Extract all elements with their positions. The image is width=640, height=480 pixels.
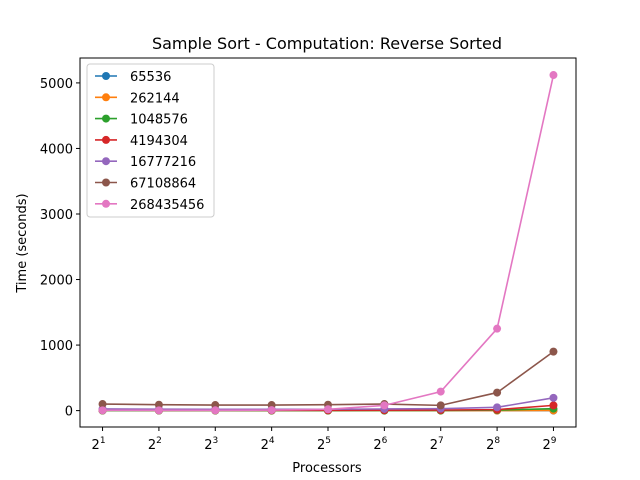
legend-entry: 67108864 xyxy=(95,177,196,192)
data-point xyxy=(267,406,276,415)
data-point xyxy=(436,401,445,410)
series-layer xyxy=(98,71,558,415)
legend-label: 16777216 xyxy=(130,155,196,170)
legend-marker xyxy=(102,135,110,144)
legend-marker xyxy=(102,157,110,166)
x-tick-exponent: 5 xyxy=(325,436,331,446)
data-point xyxy=(549,393,558,402)
y-tick-label: 1000 xyxy=(40,339,73,354)
y-tick-label: 4000 xyxy=(40,142,73,157)
legend-entry: 1048576 xyxy=(95,113,188,128)
data-point xyxy=(380,401,389,410)
x-tick-label: 21 xyxy=(92,436,106,453)
x-tick-label: 25 xyxy=(317,436,331,453)
series-67108864 xyxy=(98,347,558,410)
legend-box xyxy=(86,63,215,218)
x-tick-label: 24 xyxy=(261,436,275,453)
chart-title: Sample Sort - Computation: Reverse Sorte… xyxy=(152,34,502,53)
x-tick-exponent: 4 xyxy=(269,436,275,446)
y-tick-label: 3000 xyxy=(40,208,73,223)
x-tick-exponent: 8 xyxy=(494,436,500,446)
data-point xyxy=(154,406,163,415)
data-point xyxy=(436,387,445,396)
data-point xyxy=(324,405,332,414)
legend-label: 4194304 xyxy=(130,134,188,149)
legend-marker xyxy=(102,93,110,102)
data-point xyxy=(493,388,502,397)
y-tick-label: 0 xyxy=(65,405,73,420)
x-tick-exponent: 3 xyxy=(213,436,219,446)
y-tick-label: 5000 xyxy=(40,77,73,92)
legend-label: 1048576 xyxy=(130,113,188,128)
x-tick-label: 26 xyxy=(373,436,387,453)
x-axis-ticks: 21 22 23 24 25 26 27 28 29 xyxy=(92,427,557,453)
legend: 65536 262144 1048576 4194304 16777216 6710886… xyxy=(86,63,215,218)
data-point xyxy=(98,400,107,409)
x-tick-exponent: 7 xyxy=(438,436,444,446)
x-axis-label: Processors xyxy=(292,461,362,476)
x-tick-exponent: 6 xyxy=(382,436,388,446)
legend-label: 67108864 xyxy=(130,177,196,192)
x-tick-exponent: 1 xyxy=(100,436,106,446)
legend-entry: 262144 xyxy=(95,91,180,106)
legend-marker xyxy=(102,114,110,123)
y-tick-label: 2000 xyxy=(40,274,73,289)
y-axis-ticks: 0 1000 2000 3000 4000 5000 xyxy=(40,77,80,420)
data-point xyxy=(493,403,502,412)
x-tick-label: 27 xyxy=(430,436,444,453)
data-point xyxy=(493,324,502,333)
legend-marker xyxy=(102,72,110,80)
legend-marker xyxy=(102,178,110,187)
x-tick-exponent: 2 xyxy=(156,436,162,446)
data-point xyxy=(154,400,163,409)
legend-label: 262144 xyxy=(130,91,180,106)
y-axis-label: Time (seconds) xyxy=(15,193,30,293)
x-tick-label: 28 xyxy=(486,436,500,453)
legend-label: 65536 xyxy=(130,70,171,85)
data-point xyxy=(549,401,558,410)
data-point xyxy=(549,71,558,80)
legend-entry: 268435456 xyxy=(95,198,204,213)
legend-entry: 16777216 xyxy=(95,155,196,170)
x-tick-label: 22 xyxy=(148,436,162,453)
x-tick-exponent: 9 xyxy=(551,436,557,446)
x-tick-label: 29 xyxy=(542,436,556,453)
legend-marker xyxy=(102,199,110,208)
series-line xyxy=(102,350,554,407)
legend-label: 268435456 xyxy=(130,198,204,213)
data-point xyxy=(211,406,220,415)
legend-entry: 4194304 xyxy=(95,134,188,149)
legend-entry: 65536 xyxy=(95,70,171,85)
x-tick-label: 23 xyxy=(204,436,218,453)
data-point xyxy=(98,406,107,415)
data-point xyxy=(549,347,558,356)
series-268435456 xyxy=(98,71,558,415)
